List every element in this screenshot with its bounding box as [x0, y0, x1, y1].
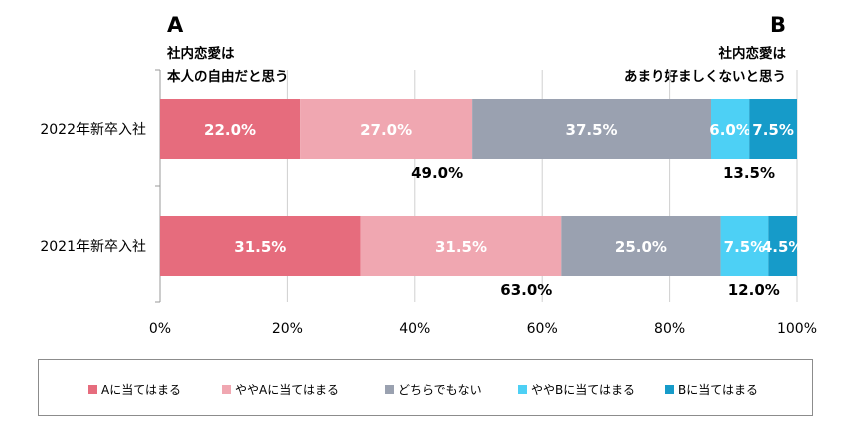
x-tick-label: 60% [527, 321, 558, 337]
data-label: 6.0% [709, 121, 751, 139]
data-label: 7.5% [752, 121, 794, 139]
legend-label: ややBに当てはまる [531, 383, 635, 397]
category-label: 2021年新卒入社 [40, 239, 146, 255]
data-label: 22.0% [204, 121, 256, 139]
bar-segment [360, 216, 562, 276]
bar-segment [711, 99, 750, 159]
total-b-label: 13.5% [723, 164, 775, 182]
bar-segment [472, 99, 712, 159]
data-label: 7.5% [724, 238, 766, 256]
data-label: 4.5% [762, 238, 804, 256]
x-tick-label: 40% [399, 321, 430, 337]
category-label: 2022年新卒入社 [40, 122, 146, 138]
legend-item: ややAに当てはまる [222, 381, 339, 398]
legend-item: ややBに当てはまる [518, 381, 635, 398]
total-a-label: 49.0% [411, 164, 463, 182]
legend-item: Aに当てはまる [88, 381, 181, 398]
total-a-label: 63.0% [500, 281, 552, 299]
data-label: 27.0% [360, 121, 412, 139]
x-tick-label: 0% [149, 321, 171, 337]
legend-label: ややAに当てはまる [235, 383, 339, 397]
x-tick-label: 100% [777, 321, 817, 337]
legend-label: Aに当てはまる [101, 383, 181, 397]
bar-segment [720, 216, 769, 276]
bar-segment [300, 99, 473, 159]
header-b-line2: あまり好ましくないと思う [624, 69, 786, 85]
data-label: 31.5% [435, 238, 487, 256]
header-b-letter: B [769, 13, 786, 37]
x-tick-label: 80% [654, 321, 685, 337]
bar-segment [160, 216, 361, 276]
bar-segment [160, 99, 301, 159]
bar-segment [561, 216, 721, 276]
legend-swatch [222, 385, 231, 394]
legend-label: Bに当てはまる [678, 383, 758, 397]
legend-item: Bに当てはまる [665, 381, 758, 398]
header-a-letter: A [167, 13, 184, 37]
legend-label: どちらでもない [398, 383, 482, 397]
header-b-line1: 社内恋愛は [718, 46, 787, 62]
data-label: 37.5% [566, 121, 618, 139]
legend-swatch [518, 385, 527, 394]
legend-swatch [665, 385, 674, 394]
legend-swatch [385, 385, 394, 394]
bar-segment [749, 99, 797, 159]
legend-item: どちらでもない [385, 381, 482, 398]
legend: Aに当てはまる ややAに当てはまる どちらでもない ややBに当てはまる Bに当てはまる [38, 359, 813, 416]
data-label: 31.5% [234, 238, 286, 256]
data-label: 25.0% [615, 238, 667, 256]
total-b-label: 12.0% [728, 281, 780, 299]
bar-segment [768, 216, 797, 276]
header-a-line2: 本人の自由だと思う [167, 69, 289, 85]
x-tick-label: 20% [272, 321, 303, 337]
legend-swatch [88, 385, 97, 394]
header-a-line1: 社内恋愛は [167, 46, 235, 62]
